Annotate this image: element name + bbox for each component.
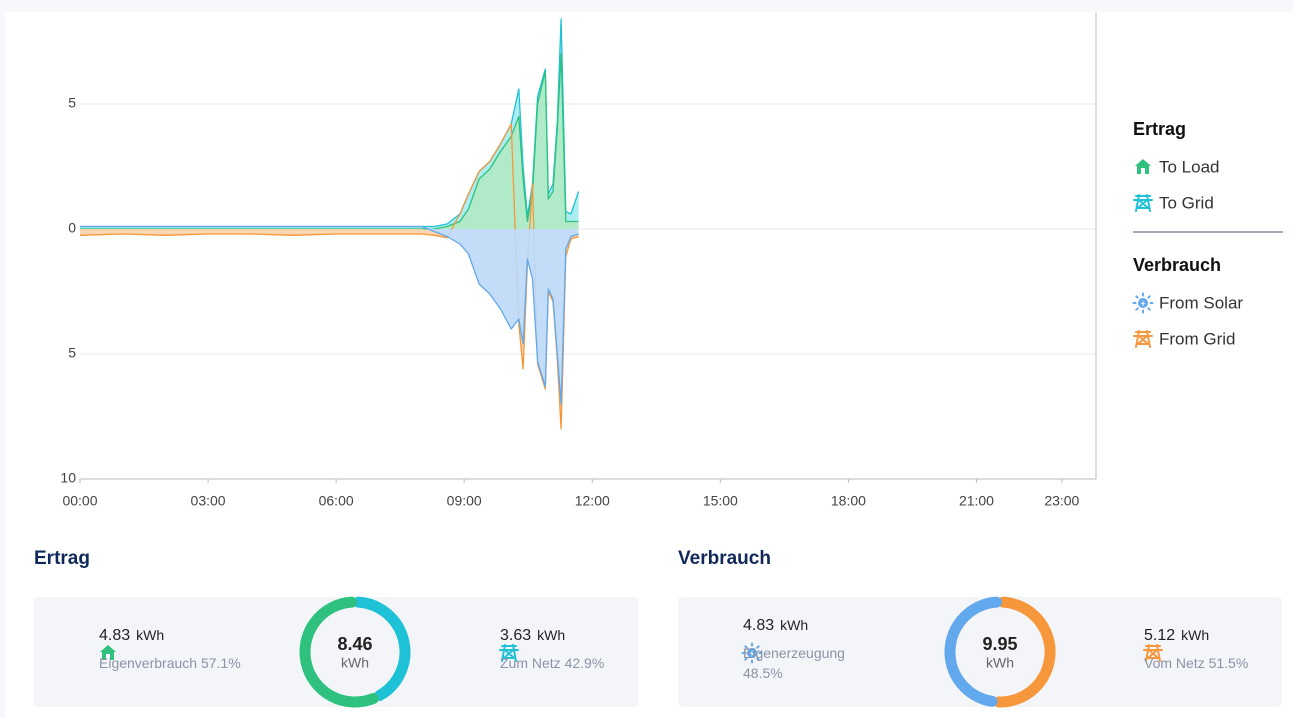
legend-label: To Load — [1159, 157, 1220, 176]
item-icon — [100, 645, 116, 660]
sun-ray — [1147, 307, 1151, 311]
icon — [499, 644, 519, 662]
item-unit: kWh — [537, 627, 566, 643]
x-tick-label: 12:00 — [575, 493, 610, 509]
value-row: 4.83 kWh — [743, 617, 868, 635]
page: 10 5 0 5 00:00 03:00 06:00 09:00 12:00 15:00 18:00… — [5, 12, 1293, 718]
item-value: 5.12 — [1144, 627, 1176, 644]
icon — [1133, 330, 1153, 348]
item-icon — [1143, 644, 1163, 662]
y-tick-label: 0 — [68, 220, 76, 236]
x-tick-label: 15:00 — [703, 493, 738, 509]
tower-icon — [499, 644, 519, 662]
donut-segment — [353, 596, 411, 701]
donut-segment — [993, 596, 1056, 708]
icon — [100, 645, 116, 660]
donut-total: 8.46 — [337, 634, 372, 654]
sun-ray — [1135, 295, 1139, 299]
tower-icon — [1133, 330, 1153, 348]
item-unit: kWh — [780, 617, 809, 633]
legend-label: From Solar — [1159, 293, 1243, 312]
summary-item: 4.83 kWh Eigenverbrauch 57.1% — [99, 627, 241, 673]
item-label: Eigenverbrauch 57.1% — [99, 655, 241, 671]
legend-label: From Grid — [1159, 329, 1236, 348]
donut-total: 9.95 — [982, 634, 1017, 654]
panel-title: Ertrag — [34, 548, 90, 569]
panel-title: Verbrauch — [678, 548, 771, 569]
summary-card: 4.83 kWh Eigenverbrauch 57.1% 3.63 kWh Zum Ne… — [34, 596, 638, 708]
icon — [1132, 292, 1154, 314]
icon — [741, 642, 763, 664]
tower-icon — [1143, 644, 1163, 662]
summary-item: 3.63 kWh Zum Netz 42.9% — [500, 627, 604, 673]
sun-ray — [756, 657, 760, 661]
icon — [1143, 644, 1163, 662]
sun-bolt — [750, 650, 754, 657]
house-door — [1141, 168, 1145, 174]
donut-unit: kWh — [986, 655, 1014, 671]
item-label: Eigenerzeugung 48.5% — [743, 645, 845, 681]
house-icon — [1135, 159, 1151, 174]
tower-icon — [1133, 194, 1153, 212]
icon — [1135, 159, 1151, 174]
sun-ray — [756, 645, 760, 649]
legend-label: To Grid — [1159, 193, 1214, 212]
sun-ray — [744, 645, 748, 649]
sun-ray — [744, 657, 748, 661]
legend-title: Ertrag — [1133, 119, 1186, 139]
x-tick-label: 21:00 — [959, 493, 994, 509]
area-line — [80, 225, 579, 405]
item-label: Vom Netz 51.5% — [1144, 655, 1249, 671]
x-tick-label: 06:00 — [319, 493, 354, 509]
x-tick-label: 09:00 — [447, 493, 482, 509]
y-tick-label: 5 — [68, 95, 76, 111]
x-tick-label: 00:00 — [62, 493, 97, 509]
sun-bolt — [1141, 300, 1145, 307]
donut-segment — [944, 596, 1002, 707]
x-tick-label: 18:00 — [831, 493, 866, 509]
summary-item: 4.83 kWh Eigenerzeugung 48.5% — [743, 617, 868, 683]
y-tick-label: 10 — [60, 470, 76, 486]
legend-title: Verbrauch — [1133, 255, 1221, 275]
house-icon — [100, 645, 116, 660]
chart: 10 5 0 5 00:00 03:00 06:00 09:00 12:00 15:00 18:00… — [60, 13, 1283, 509]
item-icon — [741, 642, 763, 664]
icon — [1133, 194, 1153, 212]
value-row: 3.63 kWh — [500, 627, 604, 645]
donut-segment — [299, 596, 379, 708]
x-tick-label: 03:00 — [191, 493, 226, 509]
item-unit: kWh — [1181, 627, 1210, 643]
item-label: Zum Netz 42.9% — [500, 655, 605, 671]
sun-ray — [1147, 295, 1151, 299]
area — [80, 226, 579, 404]
item-unit: kWh — [136, 627, 165, 643]
house-door — [106, 654, 110, 660]
x-tick-label: 23:00 — [1044, 493, 1079, 509]
summary-item: 5.12 kWh Vom Netz 51.5% — [1144, 627, 1248, 673]
item-value: 4.83 — [99, 627, 131, 644]
sun-ray — [1135, 307, 1139, 311]
item-icon — [499, 644, 519, 662]
item-value: 3.63 — [500, 627, 532, 644]
y-tick-label: 5 — [68, 345, 76, 361]
donut-unit: kWh — [341, 655, 369, 671]
value-row: 5.12 kWh — [1144, 627, 1248, 645]
item-value: 4.83 — [743, 617, 775, 634]
value-row: 4.83 kWh — [99, 627, 241, 645]
summary-card: 4.83 kWh Eigenerzeugung 48.5% 5.12 kWh Vom Ne… — [678, 596, 1282, 708]
